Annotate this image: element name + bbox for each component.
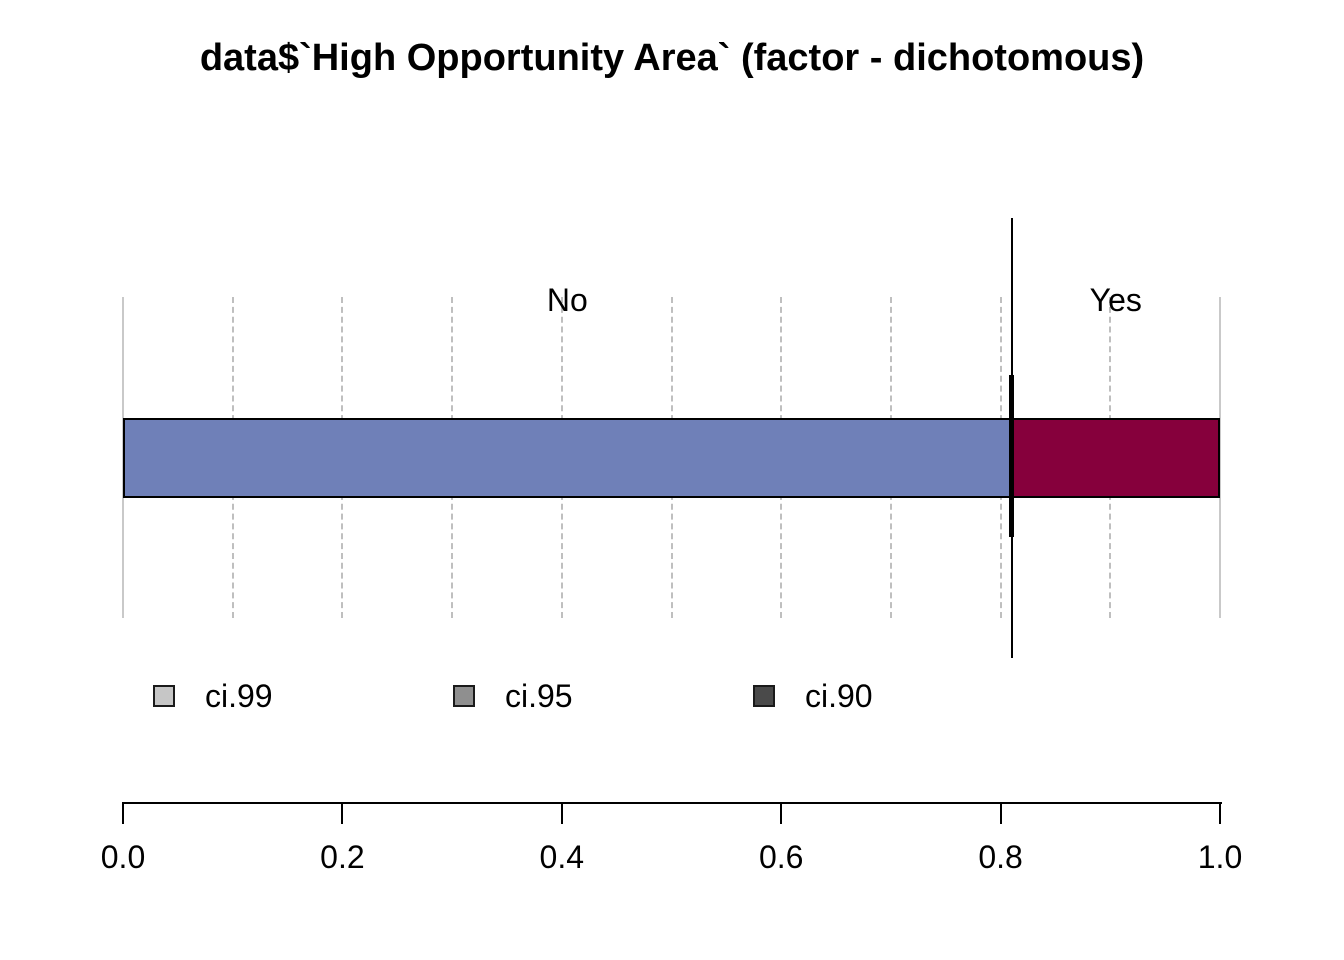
legend-item-ci95: ci.95	[453, 680, 573, 712]
ci-line-inner	[1008, 375, 1014, 537]
x-axis-tick-label-0.2: 0.2	[320, 839, 365, 875]
x-axis-tick-1.0	[1219, 802, 1221, 824]
legend-swatch-ci90	[753, 685, 775, 707]
x-axis-tick-0.6	[780, 802, 783, 824]
chart-title: data$`High Opportunity Area` (factor - d…	[199, 37, 1145, 79]
x-axis-tick-0.0	[122, 802, 124, 824]
x-axis-tick-0.8	[999, 802, 1002, 824]
category-label-no: No	[546, 282, 588, 318]
x-axis-tick-0.2	[341, 802, 344, 824]
legend-item-ci99: ci.99	[153, 680, 273, 712]
x-axis-tick-0.4	[560, 802, 563, 824]
x-axis-tick-label-0.4: 0.4	[539, 839, 585, 875]
bar-segment-no	[125, 420, 1011, 496]
x-axis-tick-label-0.8: 0.8	[978, 839, 1023, 875]
legend-swatch-ci95	[453, 685, 475, 707]
legend-item-ci90: ci.90	[753, 680, 873, 712]
category-label-yes: Yes	[1089, 282, 1142, 318]
bar-segment-yes	[1010, 420, 1218, 496]
x-axis-tick-label-1.0: 1.0	[1197, 839, 1243, 875]
x-axis-tick-label-0.0: 0.0	[100, 839, 146, 875]
gridline-1.0	[1219, 297, 1221, 618]
legend-label: ci.99	[205, 678, 273, 714]
legend-label: ci.95	[505, 678, 573, 714]
legend-swatch-ci99	[153, 685, 175, 707]
legend-label: ci.90	[805, 678, 873, 714]
x-axis-line	[122, 802, 1222, 804]
stacked-bar	[123, 418, 1220, 498]
x-axis-tick-label-0.6: 0.6	[758, 839, 804, 875]
